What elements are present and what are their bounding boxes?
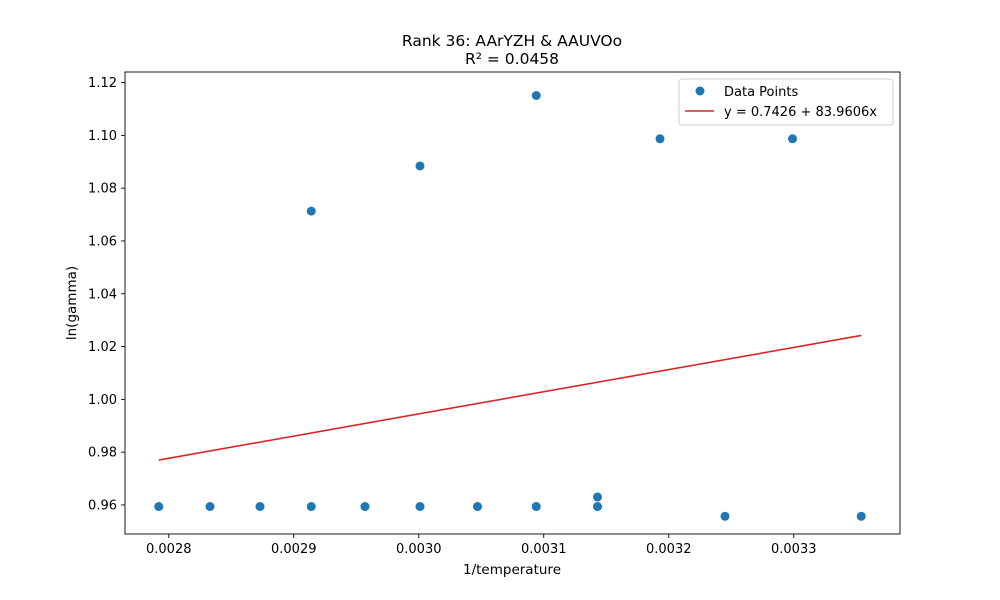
data-point <box>856 511 866 521</box>
x-axis-ticks: 0.0028 0.0029 0.0030 0.0031 0.0032 0.0033 <box>146 534 817 557</box>
y-axis-label: ln(gamma) <box>64 266 80 340</box>
x-tick-label: 0.0028 <box>146 542 192 557</box>
x-tick-label: 0.0031 <box>521 542 567 557</box>
x-tick-label: 0.0030 <box>396 542 442 557</box>
data-point <box>154 502 164 512</box>
data-point <box>360 502 370 512</box>
x-tick-label: 0.0029 <box>271 542 317 557</box>
x-axis-label: 1/temperature <box>463 562 561 578</box>
legend-label-data-points: Data Points <box>724 85 798 100</box>
x-tick-label: 0.0033 <box>771 542 817 557</box>
data-point <box>415 502 425 512</box>
regression-line <box>158 334 862 461</box>
y-tick-label: 1.02 <box>88 340 117 355</box>
chart-title: Rank 36: AArYZH & AAUVOo <box>402 32 622 50</box>
data-point <box>473 502 482 512</box>
data-point <box>255 502 265 512</box>
data-point <box>593 502 602 512</box>
data-point <box>306 502 316 512</box>
y-tick-label: 1.08 <box>88 182 117 197</box>
data-point <box>531 502 541 512</box>
x-tick-label: 0.0032 <box>646 542 692 557</box>
y-tick-label: 1.06 <box>88 234 117 249</box>
data-point <box>415 161 425 171</box>
chart-subtitle: R² = 0.0458 <box>465 50 559 68</box>
data-point <box>593 492 602 502</box>
y-tick-label: 1.04 <box>88 287 117 302</box>
y-tick-label: 0.98 <box>88 446 117 461</box>
y-axis-ticks: 0.96 0.98 1.00 1.02 1.04 1.06 1.08 1.10 1.12 <box>88 76 125 513</box>
plot-area-frame <box>124 71 901 535</box>
data-point <box>306 206 316 216</box>
data-point <box>655 134 665 144</box>
data-point <box>788 134 797 144</box>
legend-marker-data-points <box>695 86 705 96</box>
y-tick-label: 0.96 <box>88 498 117 513</box>
legend-box <box>678 78 894 126</box>
legend: Data Points y = 0.7426 + 83.9606x <box>678 78 894 126</box>
data-point <box>531 90 541 100</box>
plot-marks <box>154 90 866 521</box>
data-point <box>720 511 730 521</box>
legend-label-fit: y = 0.7426 + 83.9606x <box>724 105 877 120</box>
y-tick-label: 1.00 <box>88 393 117 408</box>
y-tick-label: 1.10 <box>88 129 117 144</box>
data-point <box>205 502 215 512</box>
y-tick-label: 1.12 <box>88 76 117 91</box>
